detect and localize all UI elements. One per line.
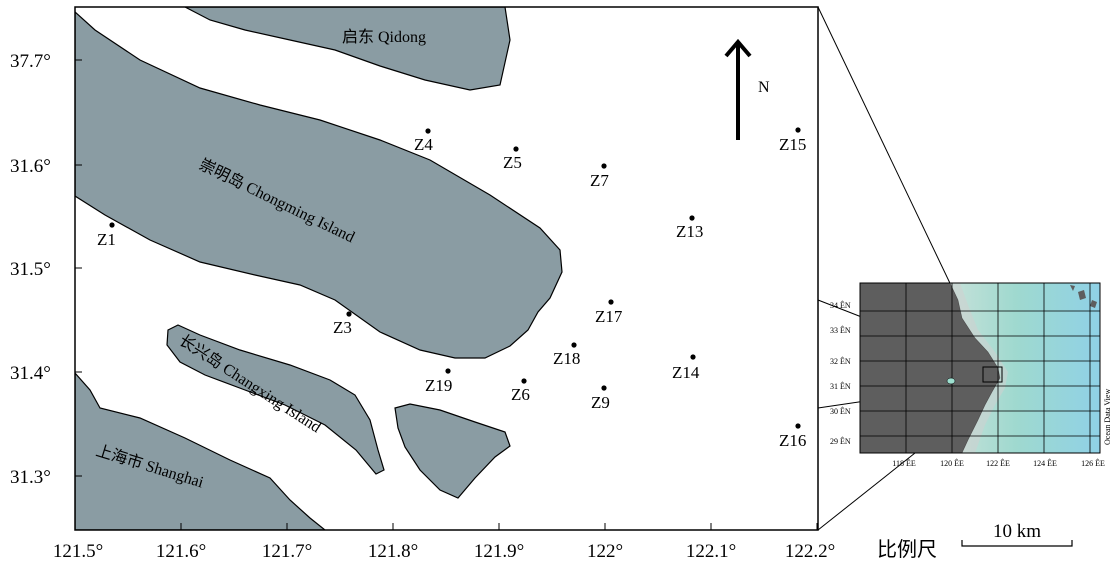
inset-x-label: 122 ÊE <box>986 458 1010 468</box>
station-marker <box>608 299 614 305</box>
inset-x-label: 124 ÊE <box>1033 458 1057 468</box>
y-tick-label: 37.7° <box>10 51 51 72</box>
station-label: Z18 <box>553 349 580 368</box>
inset-grid <box>860 283 1100 453</box>
changxing-landmass <box>166 324 385 475</box>
station-marker <box>571 342 577 348</box>
station-marker <box>689 215 695 221</box>
inset-y-label: 31 ÊN <box>830 381 851 391</box>
scale-bar: 比例尺 10 km <box>877 521 1073 561</box>
inset-credit: Ocean Data View <box>1103 389 1112 445</box>
station-label: Z13 <box>676 222 703 241</box>
inset-coast-fringe <box>950 283 1008 453</box>
qidong-label: 启东 Qidong <box>342 28 426 46</box>
y-tick-label: 31.5° <box>10 259 51 280</box>
x-tick-label: 121.7° <box>262 541 312 562</box>
station-label: Z5 <box>503 153 522 172</box>
x-tick-label: 122° <box>587 541 623 562</box>
x-axis: 121.5° 121.6° 121.7° 121.8° 121.9° 122° … <box>53 523 835 562</box>
inset-lake <box>946 377 956 385</box>
station-label: Z7 <box>590 171 609 190</box>
inset-y-label: 32 ÊN <box>830 356 851 366</box>
inset-islands <box>1070 285 1097 308</box>
scale-label: 比例尺 <box>877 538 937 561</box>
x-tick-label: 121.5° <box>53 541 103 562</box>
station-marker <box>513 146 519 152</box>
y-tick-label: 31.3° <box>10 467 51 488</box>
station-label: Z1 <box>97 230 116 249</box>
station-marker <box>601 385 607 391</box>
y-tick-label: 31.6° <box>10 156 51 177</box>
inset-x-label: 120 ÊE <box>940 458 964 468</box>
station-marker <box>445 368 451 374</box>
station-marker <box>346 311 352 317</box>
inset-y-label: 34 ÊN <box>830 300 851 310</box>
x-tick-label: 122.2° <box>785 541 835 562</box>
x-tick-label: 122.1° <box>686 541 736 562</box>
station-marker <box>425 128 431 134</box>
station-marker <box>521 378 527 384</box>
x-tick-label: 121.6° <box>156 541 206 562</box>
inset-map: 34 ÊN 33 ÊN 32 ÊN 31 ÊN 30 ÊN 29 ÊN 118 … <box>830 282 1112 468</box>
station-label: Z17 <box>595 307 623 326</box>
inset-x-label: 118 ÊE <box>892 458 916 468</box>
north-arrow: N <box>724 38 770 140</box>
station-label: Z19 <box>425 376 452 395</box>
x-tick-label: 121.8° <box>368 541 418 562</box>
y-tick-label: 31.4° <box>10 363 51 384</box>
y-axis: 37.7° 31.6° 31.5° 31.4° 31.3° <box>10 51 82 488</box>
shanghai-landmass <box>75 372 326 530</box>
station-label: Z14 <box>672 363 700 382</box>
station-label: Z4 <box>414 135 433 154</box>
station-label: Z3 <box>333 318 352 337</box>
inset-y-label: 33 ÊN <box>830 325 851 335</box>
station-label: Z15 <box>779 135 806 154</box>
station-marker <box>109 222 115 228</box>
inset-y-label: 30 ÊN <box>830 406 851 416</box>
inset-study-area-box <box>982 366 1003 383</box>
x-tick-label: 121.9° <box>474 541 524 562</box>
north-label: N <box>758 79 770 96</box>
station-label: Z9 <box>591 393 610 412</box>
station-marker <box>795 127 801 133</box>
inset-y-label: 29 ÊN <box>830 436 851 446</box>
chongming-landmass <box>75 11 563 359</box>
land-layer <box>75 7 563 530</box>
stations: Z1 Z3 Z4 Z5 Z7 Z13 Z15 Z17 Z18 Z19 Z6 Z9… <box>97 127 806 450</box>
small-island <box>394 403 511 499</box>
station-label: Z16 <box>779 431 806 450</box>
station-label: Z6 <box>511 385 530 404</box>
station-marker <box>795 423 801 429</box>
station-marker <box>690 354 696 360</box>
station-marker <box>601 163 607 169</box>
inset-x-label: 126 ÊE <box>1081 458 1105 468</box>
qidong-landmass <box>184 7 511 91</box>
scale-distance: 10 km <box>993 521 1041 542</box>
